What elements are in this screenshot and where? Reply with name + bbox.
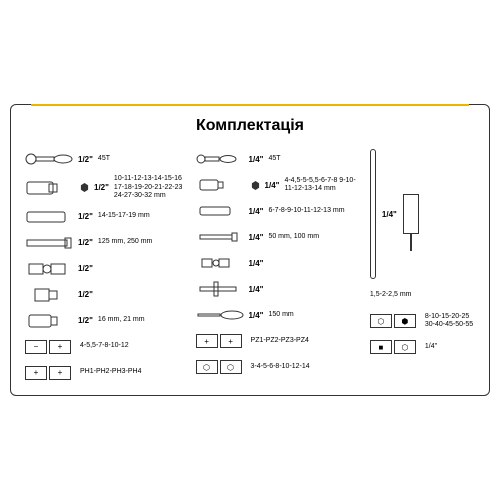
- screwdriver-row: 1/4" 150 mm: [196, 305, 360, 325]
- extension-row: 1/2" 125 mm, 250 mm: [25, 233, 186, 253]
- ratchet-icon: [25, 150, 73, 168]
- extension-row: 1/4" 50 mm, 100 mm: [196, 227, 360, 247]
- column-quarter-inch: 1/4" 45T 1/4" 4-4,5-5-5,5-6-7-8 9-10-11-…: [196, 149, 360, 382]
- ujoint-row: 1/2": [25, 259, 186, 279]
- bit-row: ++ PZ1-PZ2-PZ3-PZ4: [196, 331, 360, 351]
- bit-pair: ⬡⬡: [196, 360, 246, 374]
- adapter-row: 1/2": [25, 285, 186, 305]
- ujoint-icon: [25, 260, 73, 278]
- column-half-inch: 1/2" 45T 1/2" 10-11-12-13-14-15-16 17-18…: [25, 149, 186, 382]
- bit-row: ++ PH1-PH2-PH3-PH4: [25, 363, 186, 383]
- deep-socket-row: 1/2" 14-15-17-19 mm: [25, 207, 186, 227]
- flex-shaft-icon: [370, 149, 376, 279]
- socket-icon: [25, 179, 73, 197]
- spark-socket-row: 1/2" 16 mm, 21 mm: [25, 311, 186, 331]
- ratchet-row: 1/2" 45T: [25, 149, 186, 169]
- hex-key-icon: [403, 184, 419, 244]
- deep-socket-icon: [196, 202, 244, 220]
- bit-row: −+ 4-5,5-7-8-10-12: [25, 337, 186, 357]
- hex-icon: [251, 181, 260, 190]
- t-handle-row: 1/4": [196, 279, 360, 299]
- bit-pair: ⬡⬢: [370, 314, 420, 328]
- bit-pair: −+: [25, 340, 75, 354]
- socket-icon: [196, 176, 244, 194]
- columns: 1/2" 45T 1/2" 10-11-12-13-14-15-16 17-18…: [25, 149, 475, 382]
- hex-icon: [80, 183, 89, 192]
- socket-row: 1/4" 4-4,5-5-5,5-6-7-8 9-10-11-12-13-14 …: [196, 175, 360, 195]
- t-handle-icon: [196, 280, 244, 298]
- ujoint-row: 1/4": [196, 253, 360, 273]
- column-misc: 1/4" 1,5-2-2,5 mm ⬡⬢ 8-10-15-20-25 30-40…: [370, 149, 475, 382]
- bit-pair: ++: [25, 366, 75, 380]
- socket-row: 1/2" 10-11-12-13-14-15-16 17-18-19-20-21…: [25, 175, 186, 200]
- screwdriver-icon: [196, 306, 244, 324]
- accent-line: [31, 104, 469, 106]
- bit-row: ⬡⬡ 3-4-5-6-8-10-12-14: [196, 357, 360, 377]
- extension-icon: [25, 234, 73, 252]
- deep-socket-icon: [25, 208, 73, 226]
- bit-pair: ■⬡: [370, 340, 420, 354]
- bit-pair: ++: [196, 334, 246, 348]
- bit-row: ⬡⬢ 8-10-15-20-25 30-40-45-50-55: [370, 311, 475, 331]
- ratchet-row: 1/4" 45T: [196, 149, 360, 169]
- spec-card: Комплектація 1/2" 45T 1/2" 10-11-12-13-1…: [10, 104, 490, 395]
- adapter-icon: [25, 286, 73, 304]
- spark-socket-icon: [25, 312, 73, 330]
- deep-socket-row: 1/4" 6-7-8-9-10-11-12-13 mm: [196, 201, 360, 221]
- title: Комплектація: [25, 117, 475, 135]
- ratchet-icon: [196, 150, 244, 168]
- ujoint-icon: [196, 254, 244, 272]
- extension-icon: [196, 228, 244, 246]
- bit-row: ■⬡ 1/4": [370, 337, 475, 357]
